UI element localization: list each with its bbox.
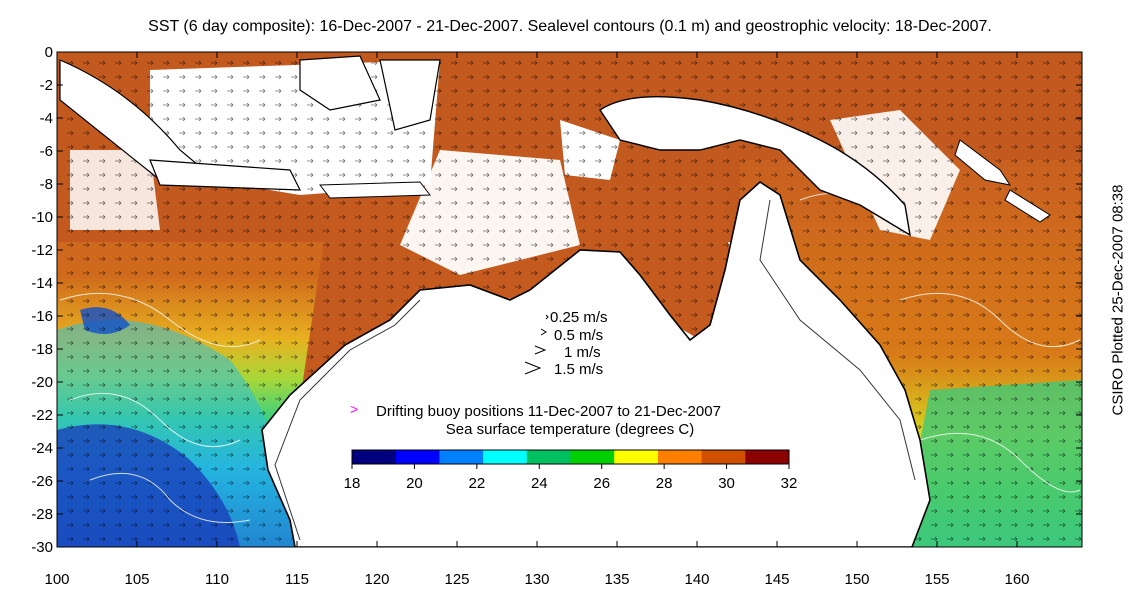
y-tick-label: -18 [31,341,53,358]
colorbar-tick-label: 26 [593,475,610,492]
y-tick-label: -16 [31,308,53,325]
x-tick-label: 160 [1004,571,1029,588]
y-axis: 0 -2 -4 -6 -8 -10 -12 -14 -16 -18 -20 -22 -24 -26 -28 -… [31,44,1082,556]
x-tick-label: 115 [285,571,309,588]
velocity-arrow-icon [545,314,549,320]
y-tick-label: -8 [40,176,53,193]
colorbar-frame [351,449,790,465]
x-tick-label: 140 [684,571,709,588]
velocity-legend-item: 1 m/s [564,344,601,361]
y-tick-label: -2 [40,77,53,94]
velocity-arrow-icon [524,361,542,375]
y-tick-label: -26 [31,473,53,490]
x-tick-label: 105 [124,571,149,588]
colorbar-segment [483,450,528,464]
y-tick-label: -14 [31,275,53,292]
colorbar-segment [657,450,703,464]
colorbar-tick-label: 28 [656,475,673,492]
x-tick-label: 100 [44,571,69,588]
colorbar-segment [570,450,615,464]
velocity-legend-item: 0.5 m/s [554,327,603,344]
y-tick-label: -24 [31,440,53,457]
x-tick-label: 130 [524,571,549,588]
velocity-legend-item: 1.5 m/s [554,361,603,378]
colorbar-tick-label: 32 [781,475,798,492]
y-tick-label: -6 [40,143,53,160]
colorbar-segment [745,450,790,464]
y-tick-label: 0 [45,44,53,61]
velocity-legend: 0.25 m/s 0.5 m/s 1 m/s 1.5 m/s [524,309,608,378]
x-tick-label: 135 [604,571,629,588]
colorbar-tick-label: 24 [531,475,548,492]
colorbar-ticks: 18 20 22 24 26 28 30 32 [344,464,798,492]
colorbar-tick-label: 20 [406,475,423,492]
new-guinea-landmass [599,95,911,237]
y-tick-label: -28 [31,506,53,523]
x-axis: 100 105 110 115 120 125 130 135 140 145 150 155 160 [44,52,1030,588]
colorbar-tick-label: 30 [718,475,735,492]
x-tick-label: 155 [924,571,949,588]
x-tick-label: 150 [844,571,869,588]
y-tick-label: -22 [31,407,53,424]
buoy-legend-label: Drifting buoy positions 11-Dec-2007 to 2… [376,403,721,420]
colorbar-segment [701,450,746,464]
colorbar-segment [352,450,397,464]
x-tick-label: 110 [205,571,229,588]
y-tick-label: -20 [31,374,53,391]
y-tick-label: -30 [31,539,53,556]
x-tick-label: 125 [444,571,469,588]
velocity-legend-item: 0.25 m/s [550,309,608,326]
map-title: SST (6 day composite): 16-Dec-2007 - 21-… [148,18,992,35]
buoy-marker-icon: > [350,401,358,417]
sst-field [57,52,1082,547]
x-tick-label: 145 [764,571,789,588]
colorbar-title: Sea surface temperature (degrees C) [446,421,694,438]
sealevel-contours [59,192,1081,523]
colorbar-segment [614,450,659,464]
y-tick-label: -4 [40,110,53,127]
y-tick-label: -12 [31,242,53,259]
plot-frame [56,51,1083,548]
velocity-arrow-icon [540,328,547,336]
colorbar-tick-label: 18 [344,475,361,492]
colorbar [352,450,790,464]
colorbar-tick-label: 22 [469,475,486,492]
y-tick-label: -10 [31,209,53,226]
colorbar-segment [526,450,571,464]
velocity-arrow-icon [534,345,547,355]
colorbar-segment [395,450,440,464]
colorbar-segment [439,450,484,464]
x-tick-label: 120 [364,571,389,588]
